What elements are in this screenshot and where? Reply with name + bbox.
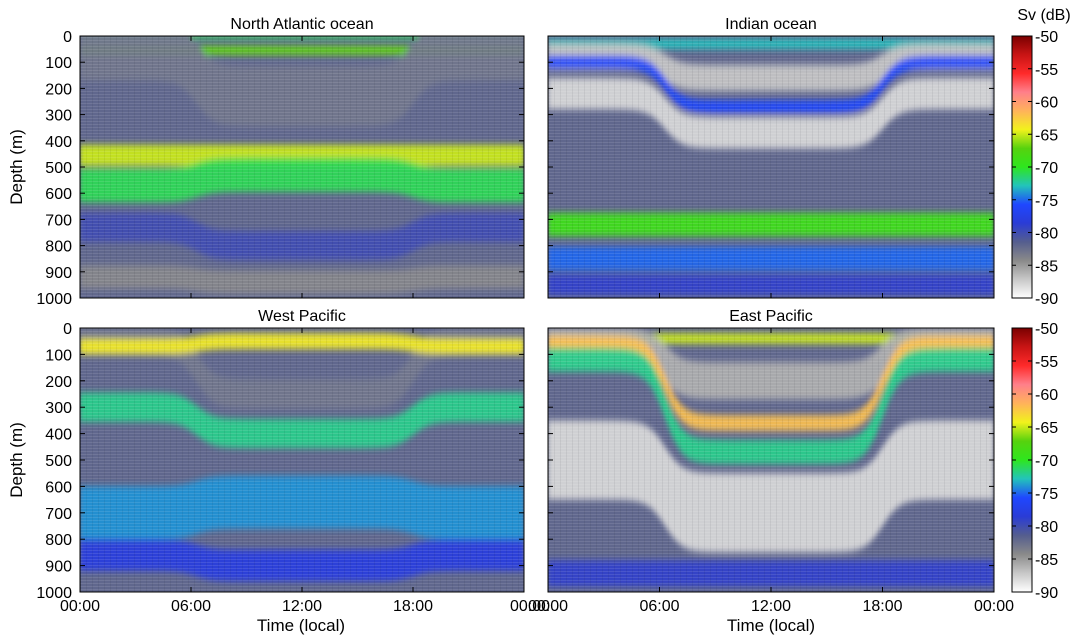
panel-4: East Pacific 00:00 06:00 12:00 18:00 00:00 — [528, 308, 1014, 615]
y-tick-label: 400 — [45, 134, 72, 151]
x-axis-label-right: Time (local) — [727, 616, 815, 635]
colorbar-tick-label: -90 — [1035, 585, 1058, 602]
colorbar-tick-label: -55 — [1035, 62, 1058, 79]
panel-2: Indian ocean — [547, 16, 995, 299]
colorbar-tick-label: -50 — [1035, 321, 1058, 338]
colorbar-tick-label: -75 — [1035, 486, 1058, 503]
y-tick-label: 800 — [45, 532, 72, 549]
colorbar-tick-label: -80 — [1035, 519, 1058, 536]
y-tick-label: 600 — [45, 186, 72, 203]
panels-layer: North Atlantic ocean 0 100 200 300 400 500 600 7… — [36, 16, 1014, 615]
y-tick-label: 600 — [45, 479, 72, 496]
panel-3: West Pacific 0 100 200 300 400 500 600 700 800 900… — [36, 308, 550, 615]
y-tick-label: 900 — [45, 559, 72, 576]
x-tick-label: 00:00 — [974, 598, 1014, 615]
colorbar-tick-label: -60 — [1035, 95, 1058, 112]
y-tick-label: 200 — [45, 374, 72, 391]
y-axis-label-top: Depth (m) — [7, 129, 26, 205]
y-tick-label: 1000 — [36, 291, 72, 308]
y-axis-label-bottom: Depth (m) — [7, 422, 26, 498]
y-tick-label: 500 — [45, 453, 72, 470]
colorbar-tick-label: -75 — [1035, 193, 1058, 210]
x-tick-label: 12:00 — [751, 598, 791, 615]
x-tick-label: 18:00 — [862, 598, 902, 615]
colorbar-tick-label: -65 — [1035, 127, 1058, 144]
colorbar-tick-label: -80 — [1035, 226, 1058, 243]
x-tick-label: 12:00 — [282, 598, 322, 615]
y-tick-label: 700 — [45, 212, 72, 229]
panel-title: East Pacific — [729, 308, 813, 325]
colorbar-1: -50 -55 -60 -65 -70 -75 -80 -85 -90 — [1011, 29, 1058, 308]
y-tick-label: 500 — [45, 160, 72, 177]
y-tick-label: 300 — [45, 400, 72, 417]
panel-title: West Pacific — [258, 308, 346, 325]
y-tick-label: 700 — [45, 506, 72, 523]
colorbar-tick-label: -60 — [1035, 387, 1058, 404]
x-axis-label-left: Time (local) — [257, 616, 345, 635]
x-tick-label: 00:00 — [60, 598, 100, 615]
colorbar-tick-label: -70 — [1035, 453, 1058, 470]
x-tick-label: 00:00 — [510, 598, 550, 615]
y-tick-label: 100 — [45, 347, 72, 364]
y-tick-label: 400 — [45, 427, 72, 444]
y-tick-label: 200 — [45, 81, 72, 98]
colorbar-tick-label: -50 — [1035, 29, 1058, 46]
y-tick-label: 0 — [63, 321, 72, 338]
colorbar-tick-label: -70 — [1035, 160, 1058, 177]
panel-title: Indian ocean — [725, 16, 817, 33]
colorbar-tick-label: -85 — [1035, 258, 1058, 275]
y-tick-label: 1000 — [36, 585, 72, 602]
y-tick-label: 800 — [45, 239, 72, 256]
y-tick-label: 900 — [45, 265, 72, 282]
x-tick-label: 00:00 — [528, 598, 568, 615]
panel-1: North Atlantic ocean 0 100 200 300 400 500 600 7… — [36, 16, 525, 308]
colorbar-2: -50 -55 -60 -65 -70 -75 -80 -85 -90 — [1011, 321, 1058, 602]
y-tick-label: 100 — [45, 55, 72, 72]
y-tick-label: 300 — [45, 108, 72, 125]
x-tick-label: 06:00 — [639, 598, 679, 615]
colorbar-tick-label: -85 — [1035, 552, 1058, 569]
panel-title: North Atlantic ocean — [230, 16, 373, 33]
colorbar-tick-label: -90 — [1035, 291, 1058, 308]
colorbars-layer: -50-55-60-65-70-75-80-85-90-50-55-60-65-… — [1011, 29, 1058, 602]
colorbar-tick-label: -65 — [1035, 420, 1058, 437]
colorbar-label: Sv (dB) — [1017, 7, 1070, 24]
colorbar-tick-label: -55 — [1035, 354, 1058, 371]
y-tick-label: 0 — [63, 29, 72, 46]
x-tick-label: 06:00 — [171, 598, 211, 615]
x-tick-label: 18:00 — [393, 598, 433, 615]
labels-layer: Depth (m) Depth (m) Time (local) Time (l… — [7, 7, 1071, 635]
